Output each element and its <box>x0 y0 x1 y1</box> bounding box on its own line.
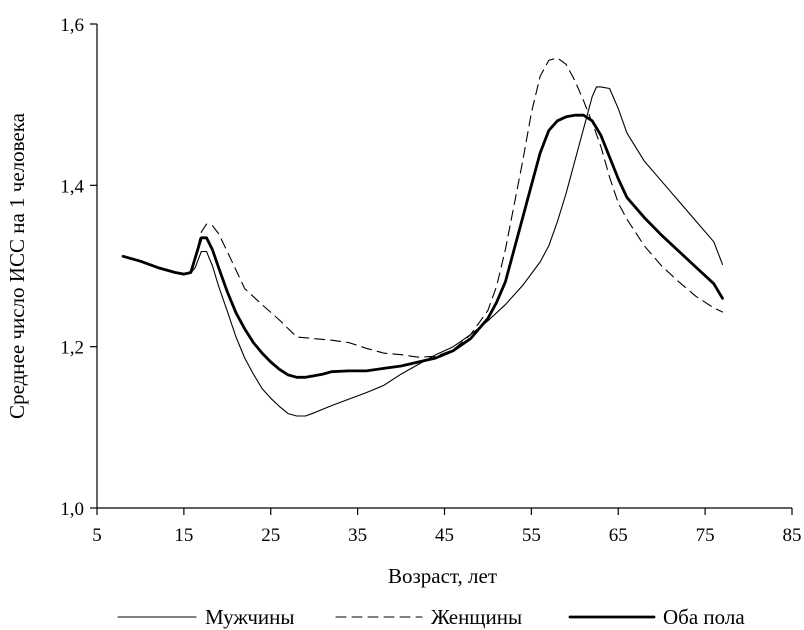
x-tick-label: 55 <box>522 525 541 546</box>
x-tick-label: 85 <box>783 525 802 546</box>
x-axis-ticks: 5 15 25 35 45 55 65 75 85 <box>92 508 802 546</box>
x-tick-label: 5 <box>92 525 102 546</box>
series-group <box>121 57 724 417</box>
y-axis-title: Среднее число ИСС на 1 человека <box>5 112 29 419</box>
legend-label: Оба пола <box>663 605 745 629</box>
y-tick-label: 1,2 <box>60 338 84 359</box>
legend-label: Мужчины <box>205 605 295 629</box>
series-line-3 <box>121 113 724 379</box>
series-line-1 <box>122 86 724 417</box>
x-tick-label: 35 <box>348 525 367 546</box>
x-tick-label: 15 <box>174 525 193 546</box>
legend: Мужчины Женщины Оба пола <box>117 605 745 629</box>
x-tick-label: 75 <box>696 525 715 546</box>
x-axis-title: Возраст, лет <box>388 564 497 588</box>
x-tick-label: 45 <box>435 525 454 546</box>
y-tick-label: 1,6 <box>60 15 84 36</box>
series-line-2 <box>122 57 724 358</box>
axes <box>96 24 792 509</box>
legend-item: Женщины <box>335 605 522 629</box>
y-axis-ticks: 1,0 1,2 1,4 1,6 <box>60 15 97 520</box>
x-tick-label: 25 <box>261 525 280 546</box>
x-tick-label: 65 <box>609 525 628 546</box>
y-tick-label: 1,0 <box>60 499 84 520</box>
legend-label: Женщины <box>431 605 522 629</box>
legend-item: Мужчины <box>117 605 295 629</box>
legend-item: Оба пола <box>568 605 745 629</box>
y-tick-label: 1,4 <box>60 176 84 197</box>
